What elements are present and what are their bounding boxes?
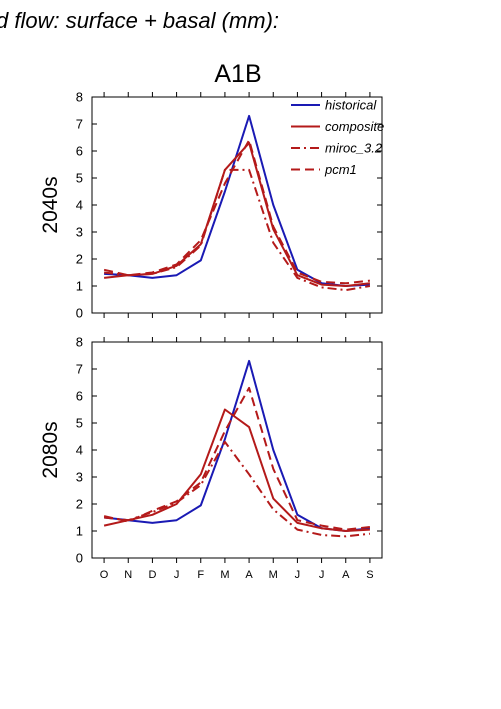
y-tick-label: 5: [76, 171, 83, 186]
x-tick-label: M: [269, 569, 278, 581]
series-line-historical: [104, 114, 370, 287]
series-line-pcm1: [103, 386, 371, 531]
y-tick-label: 8: [76, 335, 83, 350]
y-tick-label: 3: [76, 470, 83, 485]
legend-label: historical: [325, 98, 377, 113]
legend-label: miroc_3.2: [325, 141, 383, 156]
panel-2080s: 0 1 2 3 4 5 6 7 8 O N D J F M A M J J A S 2080s: [39, 335, 383, 581]
y-tick-label: 3: [76, 225, 83, 240]
legend-label: pcm1: [324, 162, 357, 177]
series-line-historical: [103, 359, 371, 532]
plot-frame: [91, 341, 383, 559]
y-tick-label: 0: [76, 551, 83, 566]
x-tick-label: O: [100, 569, 109, 581]
y-tick-label: 2: [76, 252, 83, 267]
x-tick-label: J: [174, 569, 180, 581]
x-tick-label: N: [124, 569, 132, 581]
y-tick-label: 0: [76, 306, 83, 321]
panel-2040s: 0 1 2 3 4 5 6 7 8 2040s historical composite miroc_3…: [39, 90, 384, 321]
legend-label: composite: [325, 119, 384, 134]
x-tick-label: A: [245, 569, 253, 581]
y-tick-label: 7: [76, 117, 83, 132]
x-tick-label: M: [220, 569, 229, 581]
y-tick-label: 6: [76, 144, 83, 159]
y-tick-label: 4: [76, 198, 83, 213]
x-tick-label: D: [148, 569, 156, 581]
chart-panels: 0 1 2 3 4 5 6 7 8 2040s historical composite miroc_3…: [39, 90, 384, 582]
y-tick-label: 6: [76, 389, 83, 404]
series-line-composite: [103, 408, 370, 532]
x-tick-label: A: [342, 569, 350, 581]
y-tick-label: 5: [76, 416, 83, 431]
y-tick-label: 4: [76, 443, 83, 458]
y-axis-label: 2040s: [39, 176, 62, 233]
y-tick-label: 7: [76, 362, 83, 377]
y-tick-label: 8: [76, 90, 83, 105]
x-tick-label: F: [197, 569, 204, 581]
series-line-miroc-3-2: [103, 168, 371, 292]
scenario-title: A1B: [214, 60, 261, 88]
x-tick-label: S: [366, 569, 373, 581]
figure-title: d flow: surface + basal (mm):: [0, 8, 279, 33]
y-axis-label: 2080s: [39, 421, 62, 478]
y-tick-label: 2: [76, 497, 83, 512]
x-tick-label: J: [295, 569, 301, 581]
y-tick-label: 1: [76, 279, 83, 294]
series-line-pcm1: [103, 139, 371, 285]
y-tick-label: 1: [76, 524, 83, 539]
legend: historical composite miroc_3.2 pcm1: [291, 98, 384, 177]
x-tick-label: J: [319, 569, 325, 581]
